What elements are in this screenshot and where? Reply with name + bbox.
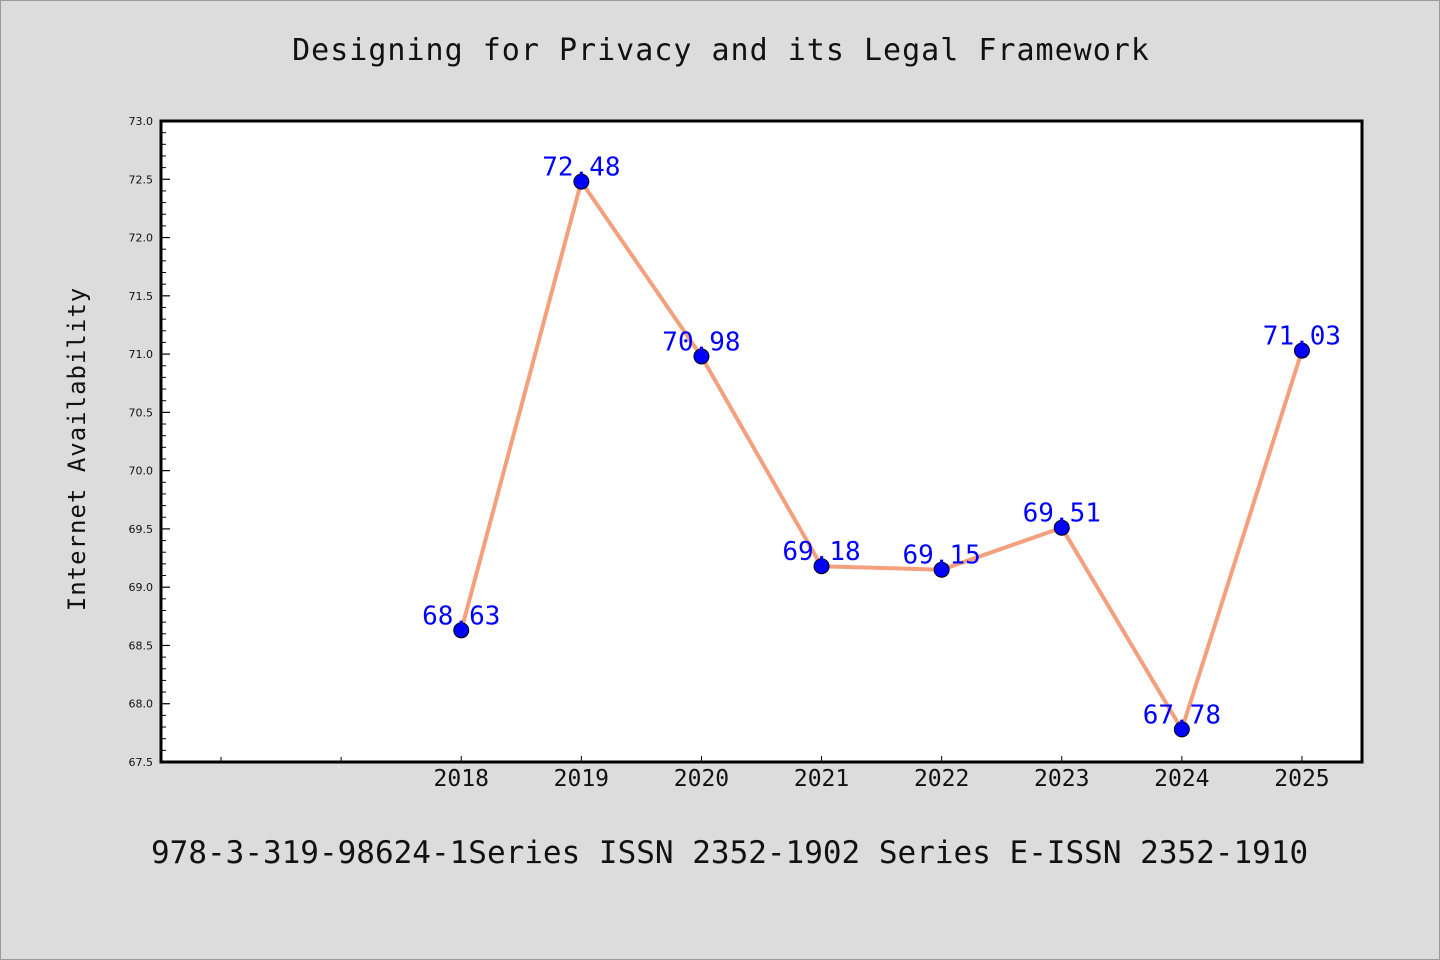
x-tick-label: 2018 xyxy=(434,766,489,792)
y-tick-label: 71.0 xyxy=(129,348,154,361)
plot-frame xyxy=(159,119,1364,764)
data-point xyxy=(1293,342,1310,359)
series-line xyxy=(459,179,1304,732)
y-tick-label: 68.5 xyxy=(129,639,154,652)
x-tick-label: 2019 xyxy=(554,766,609,792)
data-markers xyxy=(453,173,1310,738)
data-label: 68.63 xyxy=(422,601,500,631)
y-axis-ticks: 67.5 68.0 68.5 69.0 69.5 70.0 70.5 71.0 71.5 72.0… xyxy=(129,115,170,769)
x-tick-label: 2024 xyxy=(1154,766,1209,792)
data-labels: 68.63 72.48 70.98 69.18 69.15 69.51 67.78 71.03 xyxy=(422,153,1341,731)
y-tick-label: 67.5 xyxy=(129,756,154,769)
data-point xyxy=(1173,721,1190,738)
data-label: 69.18 xyxy=(782,537,860,567)
y-tick-label: 68.0 xyxy=(129,698,154,711)
x-tick-label: 2023 xyxy=(1034,766,1089,792)
x-tick-label: 2022 xyxy=(914,766,969,792)
data-label: 70.98 xyxy=(662,327,740,357)
data-label: 72.48 xyxy=(542,153,620,183)
y-tick-label: 70.0 xyxy=(129,465,154,478)
data-point xyxy=(933,561,950,578)
x-tick-label: 2020 xyxy=(674,766,729,792)
data-label: 67.78 xyxy=(1143,700,1221,730)
data-label: 69.15 xyxy=(903,541,981,571)
y-tick-label: 72.5 xyxy=(129,173,154,186)
y-tick-label: 72.0 xyxy=(129,232,154,245)
data-label: 69.51 xyxy=(1023,499,1101,529)
data-point xyxy=(1053,519,1070,536)
data-point xyxy=(813,558,830,575)
data-label: 71.03 xyxy=(1263,322,1341,352)
x-tick-label: 2021 xyxy=(794,766,849,792)
data-point xyxy=(573,173,590,190)
y-tick-label: 69.5 xyxy=(129,523,154,536)
chart-title: Designing for Privacy and its Legal Fram… xyxy=(292,33,1150,68)
y-tick-label: 70.5 xyxy=(129,406,154,419)
plot-area xyxy=(161,121,1362,762)
footer-isbn-text: 978-3-319-98624-1Series ISSN 2352-1902 S… xyxy=(151,835,1309,871)
x-tick-label: 2025 xyxy=(1274,766,1329,792)
y-tick-label: 71.5 xyxy=(129,290,154,303)
data-point xyxy=(693,348,710,365)
data-point xyxy=(453,622,470,639)
y-tick-label: 69.0 xyxy=(129,581,154,594)
x-axis-ticks: 2018 2019 2020 2021 2022 2023 2024 2025 xyxy=(220,756,1330,792)
y-tick-label: 73.0 xyxy=(129,115,154,128)
